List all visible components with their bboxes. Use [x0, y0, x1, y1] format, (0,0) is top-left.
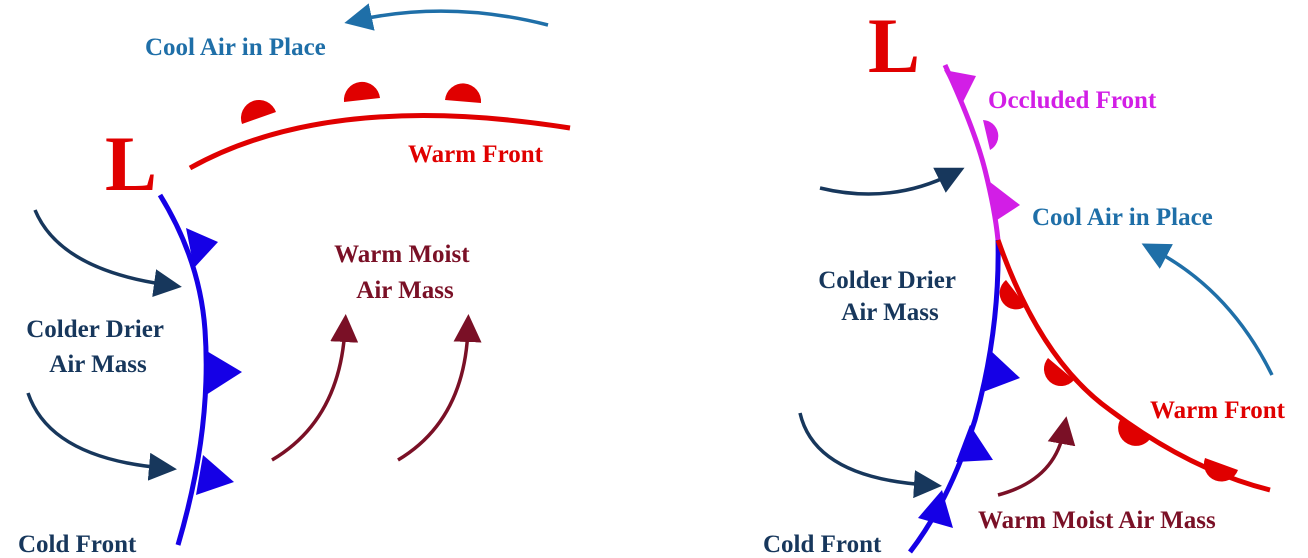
right-panel: L Occluded Front Cool Air in Place Colde… — [763, 2, 1286, 558]
cold-air-arrow — [819, 167, 965, 196]
cold-front-label: Cold Front — [18, 531, 137, 558]
cool-air-label: Cool Air in Place — [1032, 204, 1213, 231]
low-symbol: L — [105, 120, 157, 207]
warm-air-label: Warm Moist Air Mass — [978, 507, 1216, 534]
warm-air-arrow — [997, 416, 1076, 497]
warm-front — [188, 81, 571, 171]
cold-front — [908, 239, 1020, 554]
warm-front — [995, 239, 1271, 493]
cold-front — [157, 193, 242, 546]
cold-air-line: Air Mass — [841, 299, 939, 326]
warm-air-line: Air Mass — [356, 277, 454, 304]
occluded-front — [942, 63, 1020, 241]
warm-air-arrow — [271, 314, 359, 462]
cold-air-line: Air Mass — [49, 351, 147, 378]
warm-front-label: Warm Front — [408, 141, 544, 168]
warm-front-label: Warm Front — [1150, 397, 1286, 424]
cool-air-arrow — [1141, 243, 1274, 376]
cold-air-arrow — [33, 209, 182, 297]
cold-air-arrow — [798, 412, 942, 499]
warm-air-label: Warm Moist Air Mass — [334, 241, 476, 304]
cold-air-label: Colder Drier Air Mass — [818, 267, 961, 326]
cool-air-label: Cool Air in Place — [145, 34, 326, 61]
cold-front-label: Cold Front — [763, 531, 882, 558]
cold-air-line: Colder Drier — [818, 267, 956, 294]
cold-air-label: Colder Drier Air Mass — [26, 316, 169, 378]
occluded-front-label: Occluded Front — [988, 87, 1157, 114]
warm-air-arrow — [397, 314, 482, 462]
left-panel: Cool Air in Place L Warm Front Colder Dr… — [18, 3, 571, 558]
cold-air-line: Colder Drier — [26, 316, 164, 343]
cold-air-arrow — [26, 392, 177, 481]
warm-air-line: Warm Moist — [334, 241, 470, 268]
cool-air-arrow — [344, 3, 549, 31]
low-symbol: L — [868, 2, 920, 89]
